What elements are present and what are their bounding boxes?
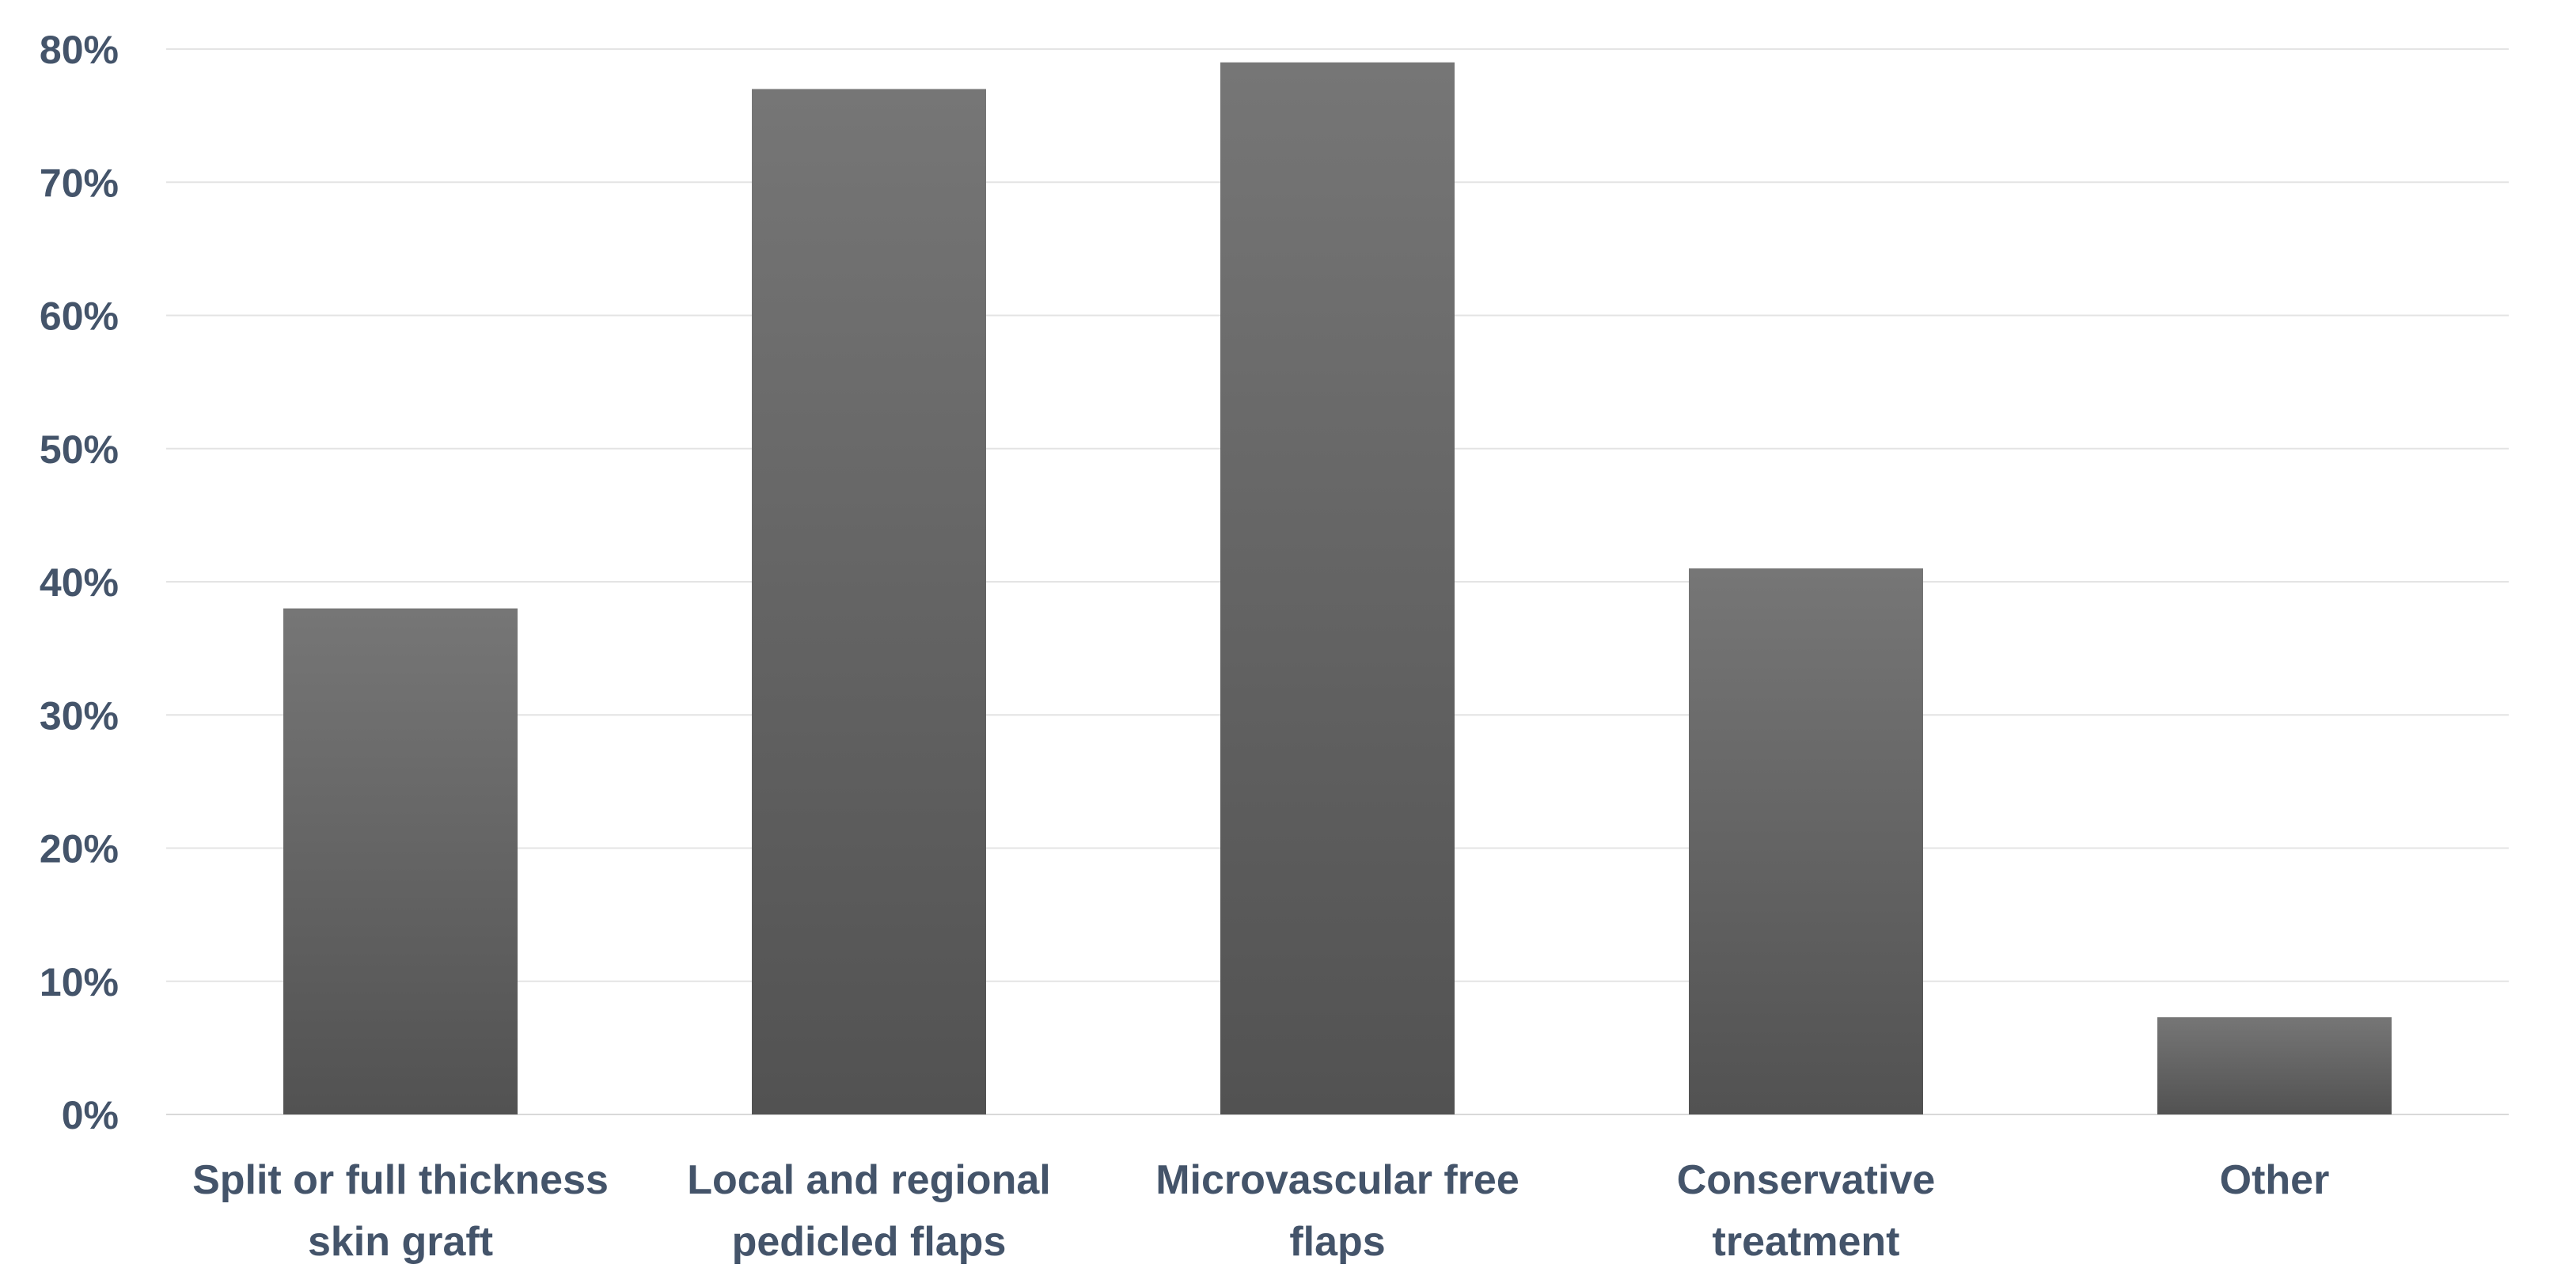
y-axis-ticks: 0% 10% 20% 30% 40% 50% 60% 70% 80% (40, 28, 119, 1137)
y-tick-label: 20% (40, 827, 119, 871)
bar (1220, 62, 1455, 1115)
y-tick-label: 40% (40, 560, 119, 605)
x-tick-label: Other (2220, 1157, 2330, 1203)
bar (752, 89, 986, 1115)
x-tick-label: Conservative (1677, 1157, 1936, 1203)
y-tick-label: 30% (40, 693, 119, 738)
y-tick-label: 50% (40, 427, 119, 472)
y-tick-label: 60% (40, 294, 119, 339)
x-tick-label: Local and regional (687, 1157, 1050, 1203)
bar (2157, 1017, 2392, 1114)
y-tick-label: 10% (40, 960, 119, 1004)
x-tick-label: Split or full thickness (192, 1157, 609, 1203)
y-tick-label: 70% (40, 161, 119, 205)
x-tick-label: pedicled flaps (732, 1219, 1007, 1265)
x-tick-label: skin graft (308, 1219, 493, 1265)
bars (283, 62, 2392, 1115)
y-tick-label: 80% (40, 28, 119, 72)
x-tick-label: treatment (1713, 1219, 1900, 1265)
x-axis-labels: Split or full thickness skin graft Local a… (192, 1157, 2329, 1265)
x-tick-label: flaps (1289, 1219, 1385, 1265)
bar (283, 608, 518, 1114)
bar (1689, 568, 1923, 1114)
y-tick-label: 0% (62, 1093, 119, 1137)
x-tick-label: Microvascular free (1155, 1157, 1519, 1203)
